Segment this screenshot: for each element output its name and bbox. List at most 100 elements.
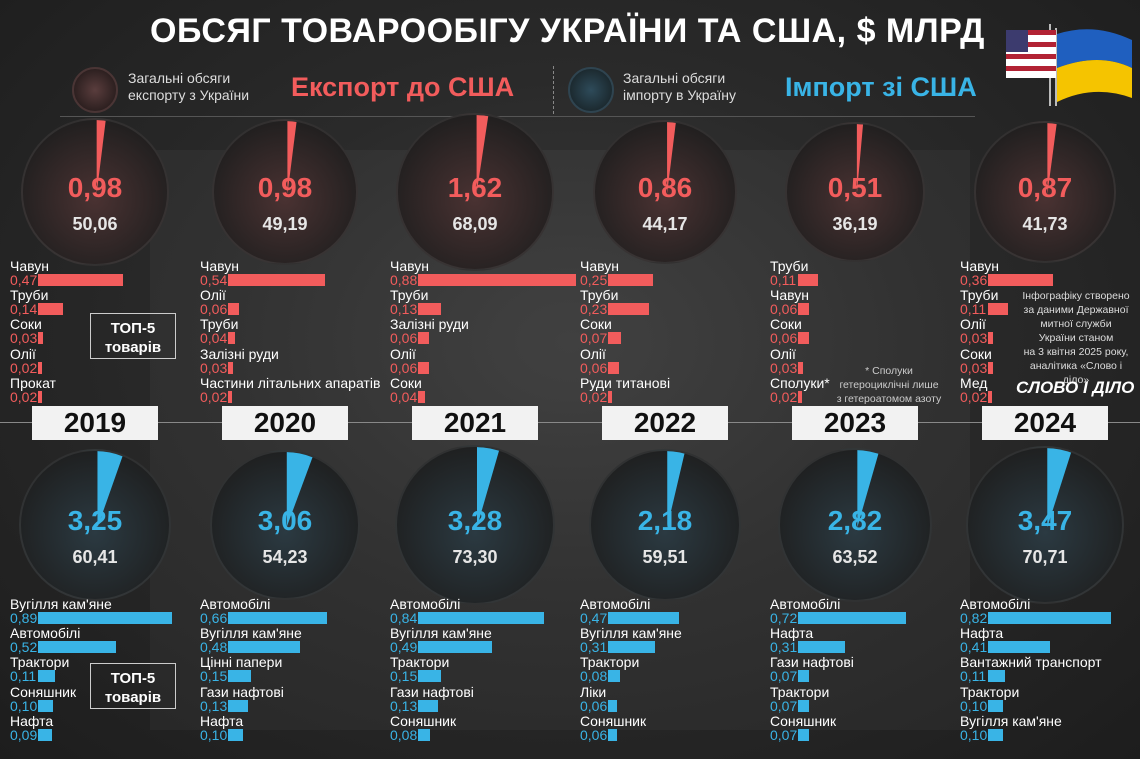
export-usa-value: 0,98 — [257, 171, 313, 203]
export-item-value: 0,02 — [960, 388, 988, 405]
import-item-bar — [418, 612, 544, 624]
import-item-name: Автомобілі — [960, 596, 1031, 612]
import-usa-value: 3,25 — [67, 504, 123, 536]
import-wedge-2019 — [96, 450, 123, 527]
import-item-bar — [418, 699, 438, 712]
export-item-bar — [608, 274, 653, 286]
export-item-name: Чавун — [10, 258, 49, 274]
import-total-value: 70,71 — [1022, 546, 1068, 567]
export-item-value: 0,06 — [580, 359, 608, 376]
export-circle: 0,51 36,19 — [785, 122, 925, 262]
export-item-name: Соки — [580, 316, 612, 333]
export-item-name: Чавун — [960, 258, 999, 274]
import-usa-value: 3,47 — [1017, 504, 1073, 536]
export-item-bar — [798, 303, 809, 316]
export-item-bar — [418, 361, 429, 374]
import-item-value: 0,08 — [580, 668, 608, 685]
import-share-wedge — [856, 449, 879, 527]
import-wedge-2021 — [477, 447, 500, 527]
export-item-value: 0,36 — [960, 272, 988, 288]
export-item-bar — [38, 332, 44, 345]
export-item-value: 0,25 — [580, 272, 608, 288]
export-item-name: Прокат — [10, 374, 56, 391]
import-item-name: Трактори — [390, 654, 450, 671]
export-legend-caption: Загальні обсяги експорту з України — [128, 70, 250, 103]
export-share-wedge — [96, 120, 107, 194]
import-item-value: 0,10 — [960, 697, 988, 714]
export-circle: 0,87 41,73 — [973, 120, 1117, 264]
import-total-value: 73,30 — [452, 547, 498, 567]
export-circle: 0,98 49,19 — [211, 118, 359, 266]
import-item-bar — [418, 670, 441, 683]
import-item-value: 0,11 — [10, 668, 37, 685]
export-item-bar — [228, 332, 236, 345]
import-item-value: 0,49 — [390, 639, 418, 656]
export-item-value: 0,03 — [10, 330, 38, 347]
export-total-value: 36,19 — [832, 213, 878, 234]
export-total-value: 49,19 — [262, 213, 308, 234]
legend-divider — [553, 66, 554, 114]
export-item-name: Частини літальних апаратів — [200, 374, 381, 391]
export-item-bar — [798, 361, 804, 374]
export-item-value: 0,47 — [10, 272, 38, 288]
export-item-bar — [38, 361, 42, 374]
import-item-bar — [988, 728, 1003, 741]
import-total-value: 60,41 — [72, 546, 118, 567]
import-item-bar — [798, 612, 906, 624]
import-item-name: Нафта — [200, 712, 244, 729]
export-item-value: 0,14 — [10, 301, 38, 318]
import-item-name: Трактори — [10, 654, 70, 671]
top5-label: товарів — [104, 339, 162, 356]
export-item-name: Труби — [960, 287, 999, 304]
import-item-value: 0,13 — [200, 697, 228, 714]
import-item-bar — [228, 670, 251, 683]
source-note-line: аналітика «Слово і діло» — [1029, 360, 1123, 386]
import-legend-label: Імпорт зі США — [785, 72, 977, 102]
import-share-wedge — [96, 450, 123, 527]
export-item-value: 0,07 — [580, 330, 608, 347]
top5-label: ТОП-5 — [110, 670, 156, 687]
export-item-name: Чавун — [390, 258, 429, 274]
export-item-name: Труби — [10, 287, 49, 304]
export-item-bar — [608, 303, 650, 316]
export-item-value: 0,06 — [770, 301, 798, 318]
export-item-bar — [608, 361, 619, 374]
export-circle: 0,86 44,17 — [592, 119, 738, 265]
import-circle: 3,06 54,23 — [210, 450, 360, 600]
export-item-bar — [228, 274, 326, 286]
export-item-value: 0,02 — [10, 388, 38, 405]
export-item-name: Чавун — [770, 287, 809, 304]
export-item-name: Труби — [200, 316, 239, 333]
export-item-name: Соки — [10, 316, 42, 333]
top5-import-box: ТОП-5 товарів — [90, 663, 176, 709]
export-item-bar — [418, 390, 426, 403]
export-item-value: 0,06 — [390, 330, 418, 347]
export-item-bar — [38, 390, 42, 403]
export-item-bar — [418, 274, 577, 286]
import-item-value: 0,84 — [390, 610, 418, 626]
export-item-name: Залізні руди — [390, 316, 469, 333]
export-item-bar — [988, 390, 992, 403]
import-wedge-2022 — [666, 450, 685, 527]
export-item-value: 0,11 — [770, 272, 797, 288]
import-total-value: 63,52 — [832, 546, 878, 567]
import-circle: 3,28 73,30 — [395, 445, 555, 605]
source-note-line: митної служби — [1040, 318, 1112, 330]
import-item-name: Соняшник — [10, 683, 77, 700]
export-item-name: Соки — [960, 345, 992, 362]
export-total-value: 68,09 — [452, 213, 498, 234]
export-item-name: Сполуки* — [770, 374, 830, 391]
import-item-bar — [608, 612, 679, 624]
import-item-name: Трактори — [960, 683, 1020, 700]
import-usa-value: 3,06 — [257, 504, 313, 536]
import-item-value: 0,11 — [960, 668, 987, 685]
export-item-value: 0,02 — [200, 388, 228, 405]
export-item-bar — [608, 390, 612, 403]
import-item-value: 0,09 — [10, 726, 38, 743]
export-item-name: Олії — [960, 316, 986, 333]
import-item-name: Вугілля кам'яне — [200, 625, 302, 642]
year-label: 2023 — [792, 406, 918, 440]
export-item-name: Соки — [770, 316, 802, 333]
import-item-value: 0,13 — [390, 697, 418, 714]
